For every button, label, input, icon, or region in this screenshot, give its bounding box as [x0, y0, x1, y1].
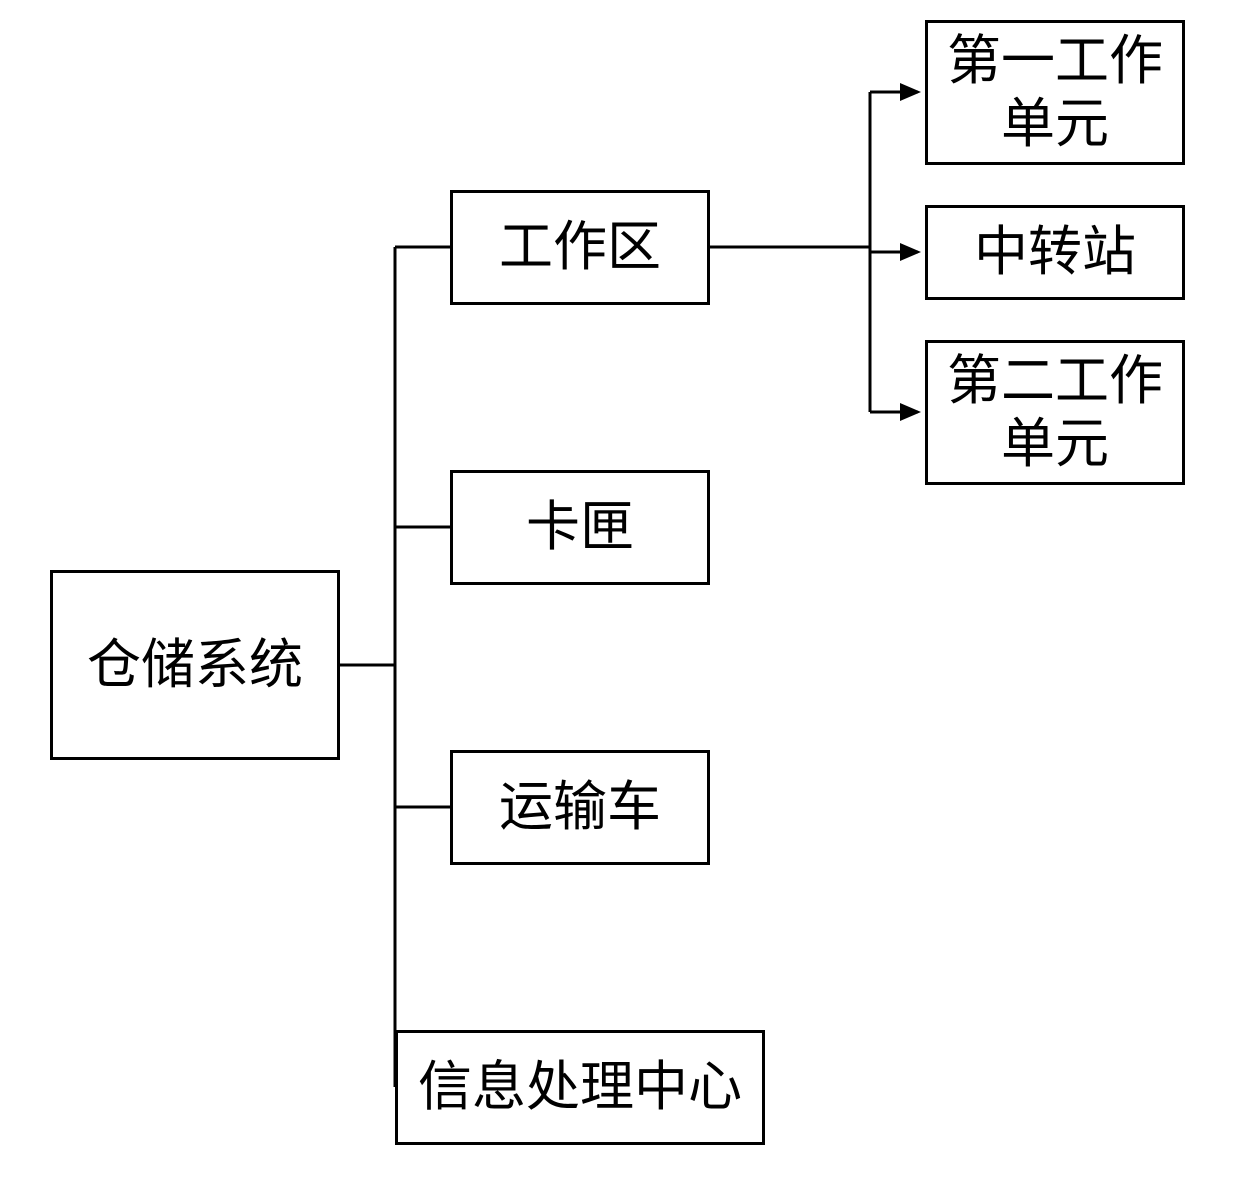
child-node-transport: 运输车: [450, 750, 710, 865]
child-node-workarea: 工作区: [450, 190, 710, 305]
grandchild-label: 第二工作单元: [947, 350, 1163, 474]
child-label: 运输车: [499, 776, 661, 838]
grandchild-node-transfer: 中转站: [925, 205, 1185, 300]
child-label: 卡匣: [526, 496, 634, 558]
grandchild-label: 第一工作单元: [947, 30, 1163, 154]
child-node-infocenter: 信息处理中心: [395, 1030, 765, 1145]
grandchild-node-unit1: 第一工作单元: [925, 20, 1185, 165]
grandchild-label: 中转站: [974, 221, 1136, 283]
grandchild-node-unit2: 第二工作单元: [925, 340, 1185, 485]
root-label: 仓储系统: [87, 634, 303, 696]
child-node-cassette: 卡匣: [450, 470, 710, 585]
child-label: 工作区: [499, 216, 661, 278]
child-label: 信息处理中心: [418, 1056, 742, 1118]
root-node: 仓储系统: [50, 570, 340, 760]
